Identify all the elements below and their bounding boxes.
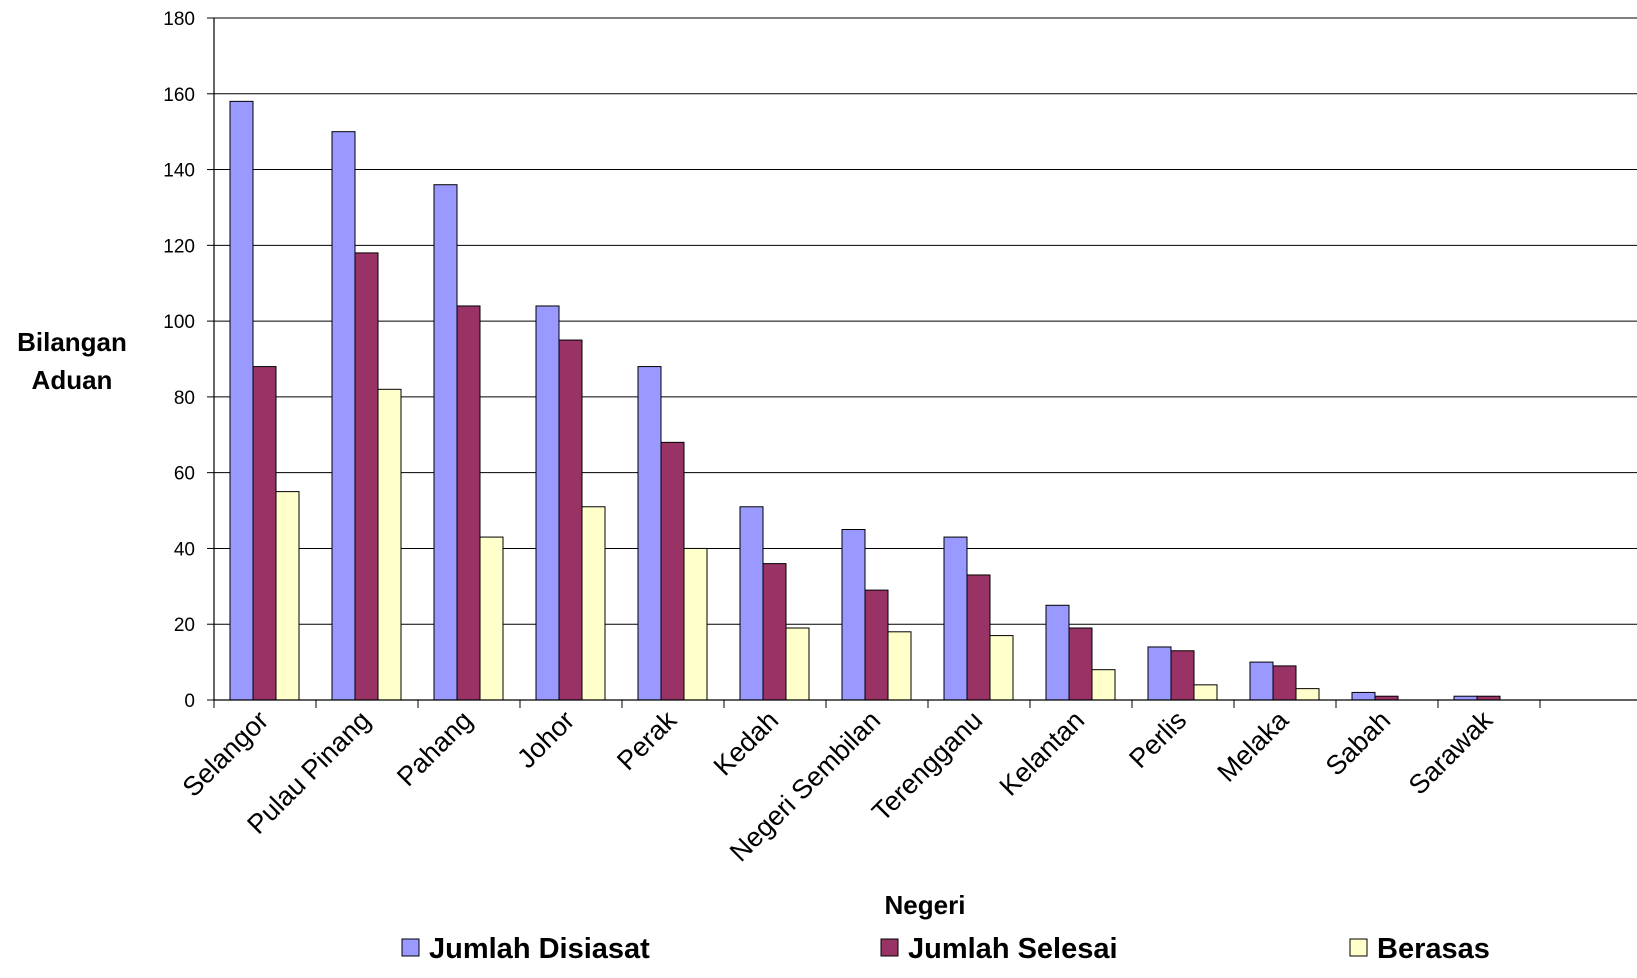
bar-jumlah-disiasat (1147, 646, 1172, 701)
bar-jumlah-selesai (1068, 627, 1093, 701)
y-tick-label: 20 (174, 615, 195, 636)
x-tick-label: Sabah (1320, 705, 1396, 781)
x-tick-label: Selangor (177, 705, 275, 803)
bar-jumlah-selesai (252, 366, 277, 701)
bar-jumlah-selesai (762, 563, 787, 701)
bar-jumlah-disiasat (943, 536, 968, 701)
bar-jumlah-selesai (864, 589, 889, 701)
axes (213, 18, 1637, 708)
legend-swatch (880, 938, 899, 957)
x-tick-label: Sarawak (1403, 705, 1499, 801)
bar-berasas (1193, 684, 1218, 701)
y-tick-label: 0 (184, 691, 195, 712)
x-tick-label: Kedah (708, 705, 784, 781)
gridlines (214, 17, 1637, 625)
bar-jumlah-selesai (966, 574, 991, 701)
y-tick-label: 120 (163, 236, 195, 257)
bar-berasas (1295, 688, 1320, 701)
y-tick-label: 80 (174, 388, 195, 409)
bar-berasas (479, 536, 504, 701)
bar-jumlah-disiasat (739, 506, 764, 701)
bar-jumlah-selesai (1272, 665, 1297, 701)
bar-jumlah-disiasat (637, 366, 662, 701)
legend-label: Berasas (1377, 933, 1490, 965)
bar-jumlah-disiasat (331, 131, 356, 701)
bar-jumlah-selesai (1170, 650, 1195, 701)
x-tick-label: Johor (511, 705, 580, 774)
x-tick-label: Melaka (1211, 704, 1294, 787)
bar-berasas (683, 547, 708, 701)
bar-jumlah-disiasat (1351, 691, 1376, 701)
y-tick-label: 60 (174, 464, 195, 485)
legend-swatch (401, 938, 420, 957)
legend: Jumlah Disiasat Jumlah Selesai Berasas (401, 933, 1490, 965)
bar-jumlah-selesai (558, 339, 583, 701)
bar-jumlah-selesai (660, 441, 685, 701)
y-tick-label: 140 (163, 161, 195, 182)
y-axis-title-line-1: Bilangan (17, 327, 127, 357)
bar-berasas (275, 491, 300, 701)
y-axis-title-line-2: Aduan (32, 365, 113, 395)
bar-jumlah-disiasat (535, 305, 560, 701)
bar-jumlah-selesai (456, 305, 481, 701)
legend-label: Jumlah Selesai (908, 933, 1118, 965)
y-tick-label: 160 (163, 85, 195, 106)
bar-jumlah-disiasat (1045, 604, 1070, 701)
bar-jumlah-disiasat (841, 529, 866, 701)
bar-berasas (581, 506, 606, 701)
bar-jumlah-disiasat (433, 184, 458, 701)
bar-jumlah-selesai (354, 252, 379, 701)
bar-berasas (785, 627, 810, 701)
legend-swatch (1349, 938, 1368, 957)
y-tick-labels: 0 20 40 60 80 100 120 140 160 180 (163, 9, 214, 712)
legend-label: Jumlah Disiasat (429, 933, 650, 965)
x-tick-label: Perak (611, 705, 682, 776)
bar-berasas (377, 388, 402, 701)
bar-jumlah-disiasat (1249, 661, 1274, 701)
y-tick-label: 180 (163, 9, 195, 30)
x-tick-label: Pahang (391, 705, 478, 792)
bar-berasas (1091, 669, 1116, 701)
x-axis-title: Negeri (885, 890, 966, 920)
y-tick-label: 100 (163, 312, 195, 333)
x-tick-label: Terengganu (866, 705, 988, 827)
bar-berasas (887, 631, 912, 701)
x-tick-label: Kelantan (994, 705, 1091, 802)
bar-jumlah-disiasat (229, 100, 254, 701)
y-tick-label: 40 (174, 539, 195, 560)
bars (229, 100, 1501, 701)
x-tick-label: Perlis (1123, 705, 1192, 774)
bar-berasas (989, 635, 1014, 701)
